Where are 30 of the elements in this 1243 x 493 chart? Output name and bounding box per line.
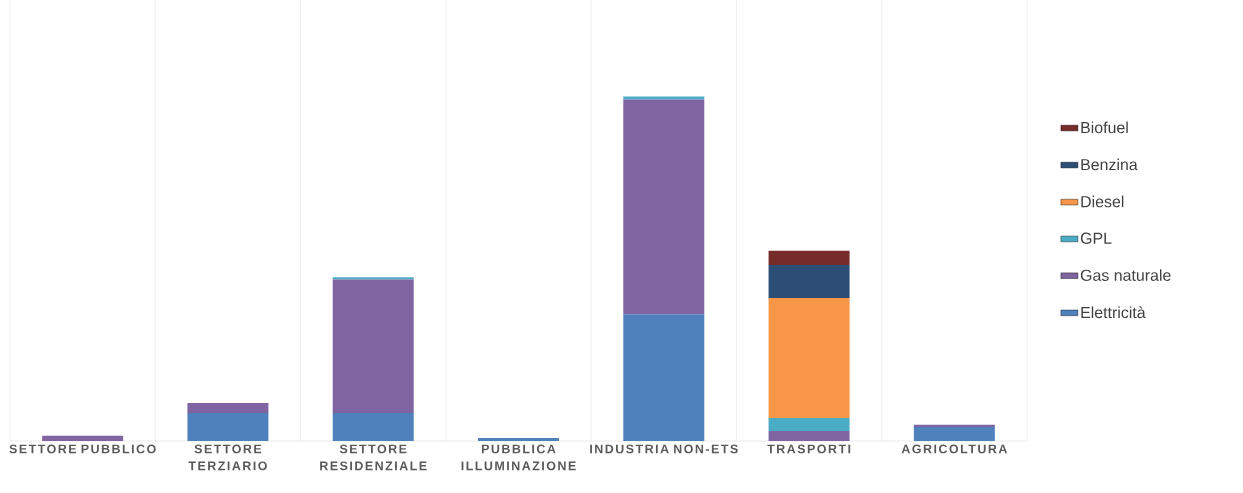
legend-label: Gas naturale	[1080, 269, 1171, 281]
x-tick-label: TRASPORTI	[767, 444, 851, 454]
bar	[187, 403, 269, 414]
x-tick-label: AGRICOLTURA	[901, 444, 1008, 454]
x-tick-label: SETTORE TERZIARIO	[188, 444, 267, 471]
legend-label: Diesel	[1081, 195, 1124, 208]
bar	[332, 279, 414, 414]
bar	[623, 99, 705, 315]
bar	[768, 431, 850, 441]
x-tick-label: SETTORE PUBBLICO	[9, 444, 156, 454]
bar	[768, 417, 850, 432]
bar	[332, 413, 414, 441]
legend-label: Benzina	[1081, 158, 1138, 171]
bar	[478, 437, 559, 441]
legend-label: Elettricità	[1081, 306, 1146, 319]
x-tick-label: PUBBLICA ILLUMINAZIONE	[461, 444, 576, 471]
bar	[768, 250, 850, 265]
bar	[332, 277, 414, 280]
legend-label: GPL	[1080, 232, 1112, 244]
bar	[913, 426, 995, 441]
x-tick-label: INDUSTRIA NON-ETS	[590, 444, 738, 454]
bar	[768, 298, 850, 418]
legend-label: Biofuel	[1081, 121, 1128, 134]
bar	[187, 413, 269, 441]
bar	[623, 314, 705, 441]
bar	[623, 96, 705, 100]
bar	[768, 264, 850, 299]
bar	[42, 435, 124, 441]
bar	[913, 424, 995, 427]
x-tick-label: SETTORE RESIDENZIALE	[320, 444, 427, 471]
